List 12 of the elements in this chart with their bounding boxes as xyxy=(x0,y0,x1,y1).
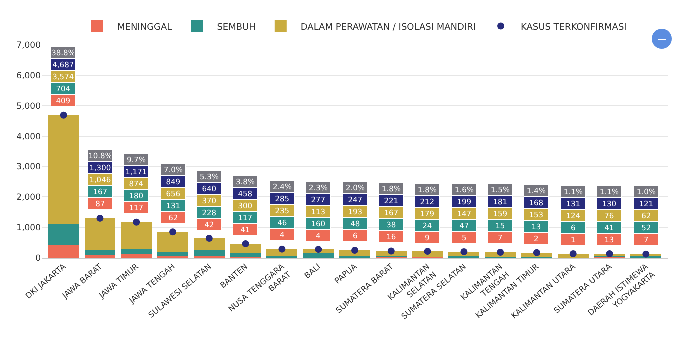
y-tick-label: 0 xyxy=(36,254,41,264)
y-tick-label: 7,000 xyxy=(16,40,41,51)
y-tick-label: 5,000 xyxy=(16,102,41,112)
y-tick-label: 3,000 xyxy=(16,162,41,173)
legend-label: MENINGGAL xyxy=(118,22,172,33)
y-tick-label: 2,000 xyxy=(16,193,41,204)
y-tick-label: 1,000 xyxy=(16,224,41,234)
y-tick-label: 6,000 xyxy=(16,71,41,82)
legend-label: SEMBUH xyxy=(217,22,256,33)
y-tick-label: 4,000 xyxy=(16,132,41,142)
legend-label: KASUS TERKONFIRMASI xyxy=(521,22,627,33)
legend-label: DALAM PERAWATAN / ISOLASI MANDIRI xyxy=(300,22,476,33)
